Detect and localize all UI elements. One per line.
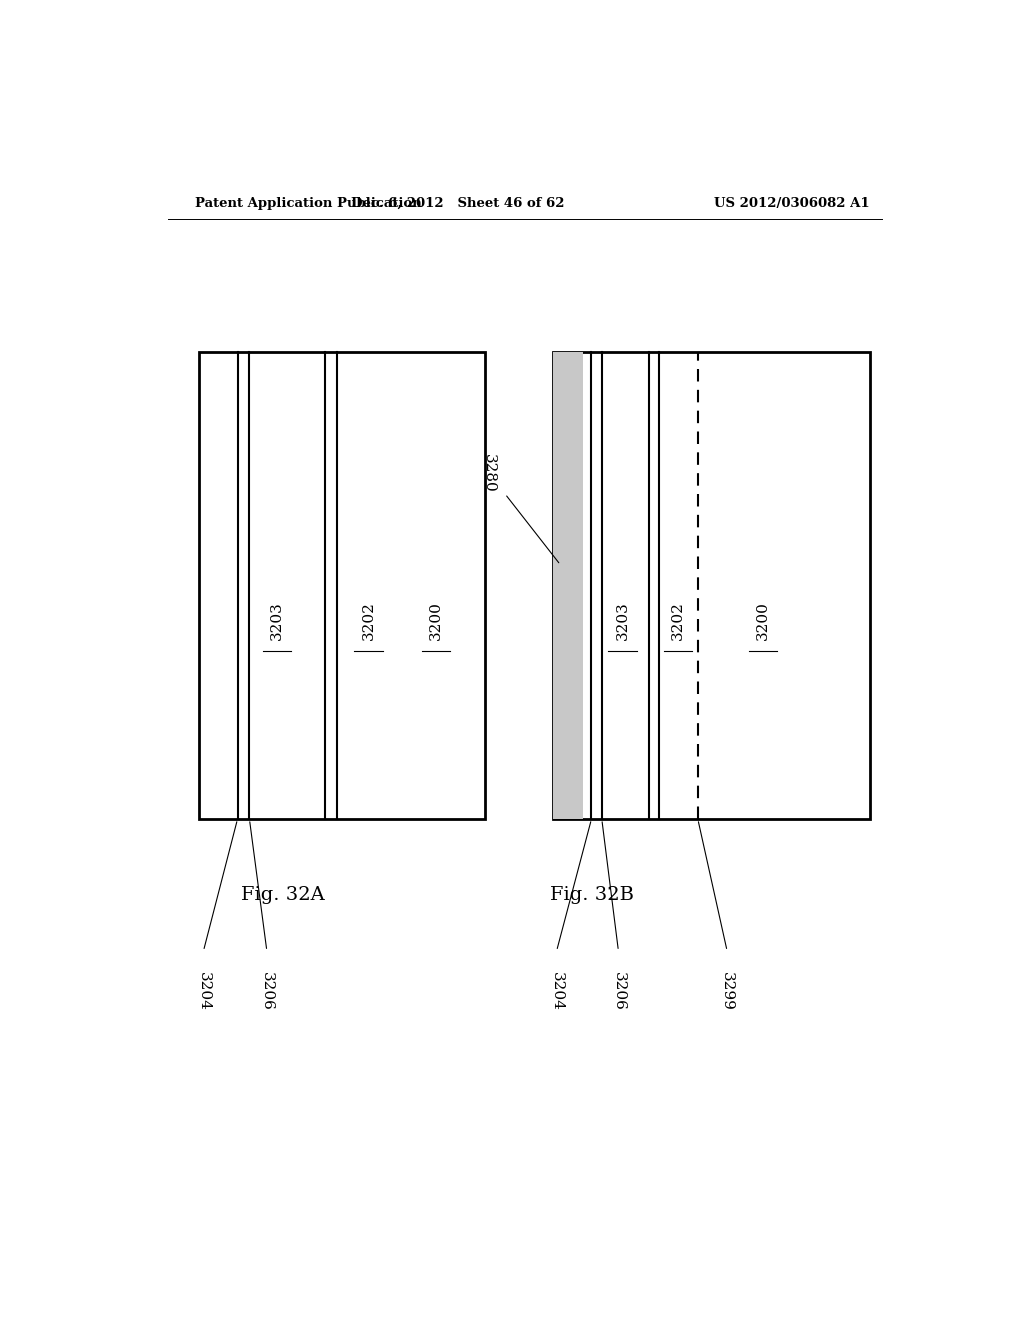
- Text: Fig. 32B: Fig. 32B: [550, 886, 634, 904]
- Bar: [553, 351, 870, 818]
- Text: 3203: 3203: [270, 602, 285, 640]
- Text: 3204: 3204: [197, 972, 210, 1010]
- Text: 3299: 3299: [720, 972, 734, 1010]
- Text: 3200: 3200: [756, 602, 770, 640]
- Text: Patent Application Publication: Patent Application Publication: [196, 197, 422, 210]
- Bar: [200, 351, 485, 818]
- Text: 3202: 3202: [671, 602, 685, 640]
- Text: 3203: 3203: [615, 602, 630, 640]
- Bar: [553, 351, 583, 818]
- Text: 3204: 3204: [550, 972, 563, 1010]
- Text: US 2012/0306082 A1: US 2012/0306082 A1: [715, 197, 870, 210]
- Text: 3206: 3206: [611, 972, 626, 1010]
- Text: Dec. 6, 2012   Sheet 46 of 62: Dec. 6, 2012 Sheet 46 of 62: [350, 197, 564, 210]
- Text: 3206: 3206: [260, 972, 273, 1010]
- Text: 3202: 3202: [361, 602, 376, 640]
- Text: 3280: 3280: [482, 454, 496, 492]
- Text: 3200: 3200: [429, 602, 443, 640]
- Text: Fig. 32A: Fig. 32A: [241, 886, 325, 904]
